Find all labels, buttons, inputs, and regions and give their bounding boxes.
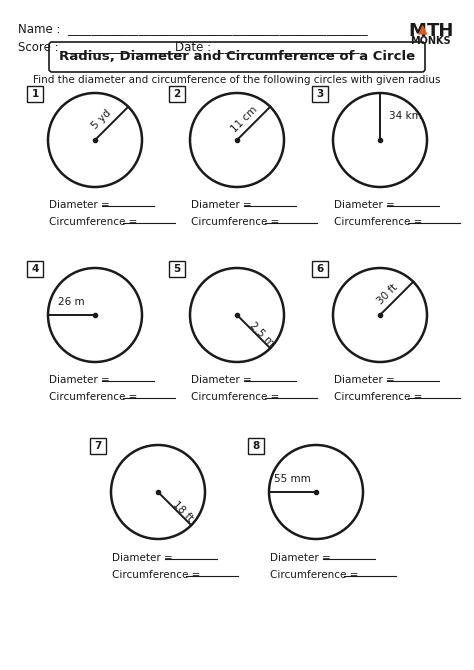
Text: Circumference =: Circumference = <box>191 217 283 227</box>
Text: 2.5 m: 2.5 m <box>248 321 276 349</box>
FancyBboxPatch shape <box>49 42 425 72</box>
Text: 5: 5 <box>173 264 181 274</box>
Text: Diameter =: Diameter = <box>270 553 334 563</box>
Text: Name :  ___________________________________________________: Name : _________________________________… <box>18 22 368 35</box>
Text: 6: 6 <box>316 264 324 274</box>
Text: Diameter =: Diameter = <box>191 375 255 385</box>
FancyBboxPatch shape <box>90 438 106 454</box>
Text: 1: 1 <box>31 89 38 99</box>
Text: 8: 8 <box>252 441 260 451</box>
Text: Radius, Diameter and Circumference of a Circle: Radius, Diameter and Circumference of a … <box>59 50 415 64</box>
Text: Circumference =: Circumference = <box>270 570 362 580</box>
Text: Diameter =: Diameter = <box>191 200 255 210</box>
Text: 5 yd: 5 yd <box>91 107 113 131</box>
Text: 26 m: 26 m <box>58 297 85 307</box>
Text: MONKS: MONKS <box>410 36 451 46</box>
Text: Circumference =: Circumference = <box>334 392 426 402</box>
FancyBboxPatch shape <box>312 86 328 102</box>
FancyBboxPatch shape <box>312 261 328 277</box>
Text: Diameter =: Diameter = <box>334 200 398 210</box>
Text: 34 km: 34 km <box>389 111 422 121</box>
Text: 2: 2 <box>173 89 181 99</box>
Text: Circumference =: Circumference = <box>49 392 141 402</box>
FancyBboxPatch shape <box>169 86 185 102</box>
Text: 7: 7 <box>94 441 102 451</box>
Text: 11 cm: 11 cm <box>229 104 259 134</box>
FancyBboxPatch shape <box>27 86 43 102</box>
Text: Circumference =: Circumference = <box>191 392 283 402</box>
FancyBboxPatch shape <box>248 438 264 454</box>
Text: ▲: ▲ <box>418 22 428 35</box>
Text: 4: 4 <box>31 264 39 274</box>
Text: TH: TH <box>427 22 455 40</box>
Text: Score :  ____________________: Score : ____________________ <box>18 40 183 53</box>
Text: Date :  ________________________: Date : ________________________ <box>175 40 360 53</box>
Text: M: M <box>408 22 426 40</box>
Text: 18 ft: 18 ft <box>171 500 195 524</box>
Text: Circumference =: Circumference = <box>49 217 141 227</box>
Text: Circumference =: Circumference = <box>112 570 204 580</box>
Text: Circumference =: Circumference = <box>334 217 426 227</box>
Text: Diameter =: Diameter = <box>49 200 113 210</box>
FancyBboxPatch shape <box>27 261 43 277</box>
Text: Find the diameter and circumference of the following circles with given radius: Find the diameter and circumference of t… <box>33 75 441 85</box>
Text: 30 ft: 30 ft <box>375 282 399 306</box>
Text: Diameter =: Diameter = <box>49 375 113 385</box>
Text: 3: 3 <box>316 89 324 99</box>
Text: 55 mm: 55 mm <box>274 474 311 484</box>
Text: Diameter =: Diameter = <box>334 375 398 385</box>
Text: Diameter =: Diameter = <box>112 553 176 563</box>
FancyBboxPatch shape <box>169 261 185 277</box>
